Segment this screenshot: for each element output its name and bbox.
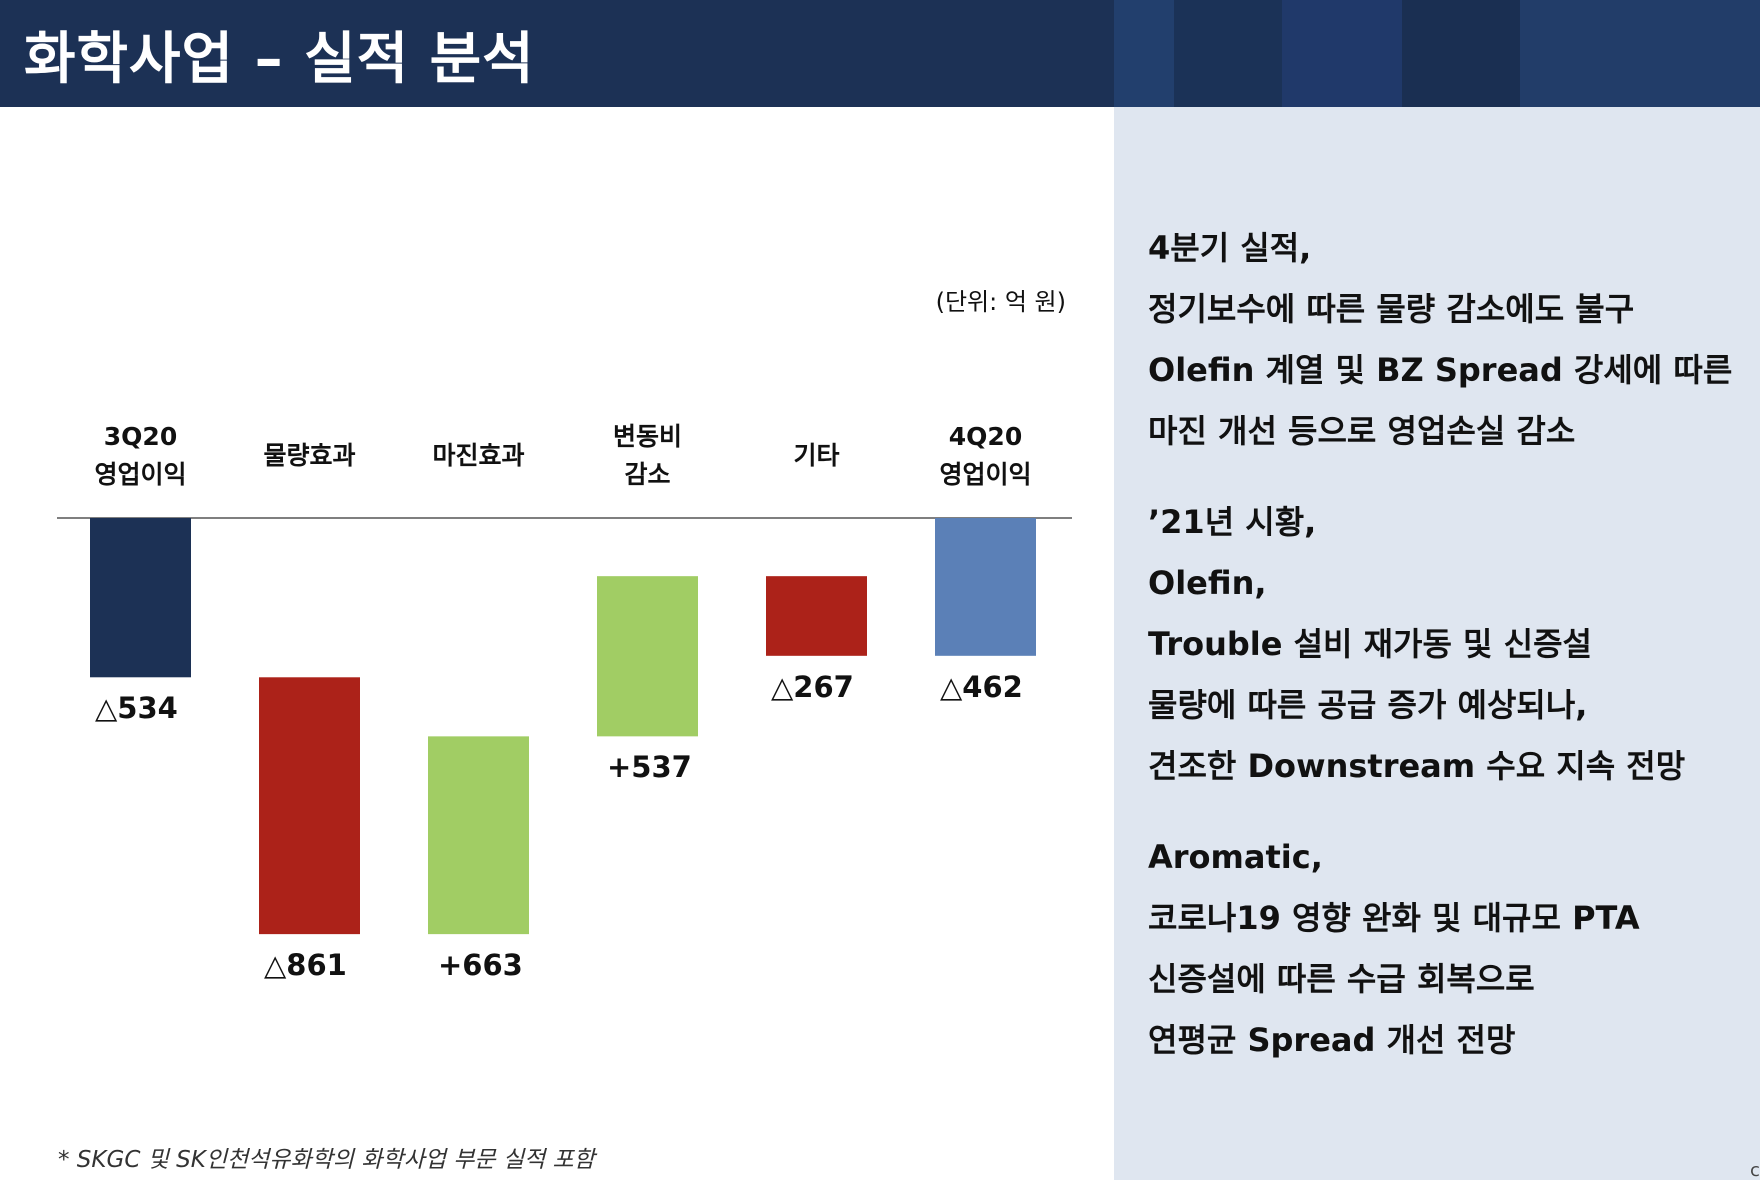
commentary-line: Olefin 계열 및 BZ Spread 강세에 따른	[1148, 351, 1733, 389]
value-label: △534	[95, 691, 178, 726]
commentary-line: Trouble 설비 재가동 및 신증설	[1148, 625, 1592, 663]
header-tile	[1520, 0, 1760, 107]
bar	[766, 576, 867, 656]
value-label: +663	[438, 948, 523, 983]
commentary-line: 신증설에 따른 수급 회복으로	[1148, 960, 1535, 998]
commentary-line: 견조한 Downstream 수요 지속 전망	[1148, 747, 1686, 785]
commentary-line: 마진 개선 등으로 영업손실 감소	[1148, 412, 1576, 450]
bar	[90, 518, 191, 678]
category-label: 변동비 감소	[612, 422, 682, 489]
value-label: +537	[607, 750, 692, 785]
bar	[259, 677, 360, 935]
header-tile	[1402, 0, 1520, 107]
paragraph-gap	[1148, 462, 1748, 492]
category-label: 4Q20 영업이익	[939, 422, 1032, 489]
footnote: * SKGC 및 SK인천석유화학의 화학사업 부문 실적 포함	[58, 1147, 595, 1173]
corner-mark: c	[1750, 1160, 1760, 1181]
page-title: 화학사업 – 실적 분석	[24, 27, 535, 92]
unit-label: (단위: 억 원)	[935, 288, 1066, 316]
header-decoration	[1114, 0, 1760, 107]
bar	[597, 576, 698, 737]
commentary-line: 정기보수에 따른 물량 감소에도 불구	[1148, 290, 1635, 328]
value-label: △462	[940, 669, 1023, 704]
category-label: 물량효과	[263, 441, 356, 470]
commentary-line: 코로나19 영향 완화 및 대규모 PTA	[1148, 899, 1640, 937]
bar	[935, 518, 1036, 656]
commentary-line: ’21년 시황,	[1148, 503, 1317, 541]
commentary-line: Olefin,	[1148, 564, 1267, 602]
value-label: △861	[264, 948, 347, 983]
waterfall-chart	[57, 517, 1072, 935]
commentary-line: Aromatic,	[1148, 838, 1323, 876]
commentary-line: 물량에 따른 공급 증가 예상되나,	[1148, 686, 1588, 724]
commentary-line: 4분기 실적,	[1148, 229, 1312, 267]
category-label: 마진효과	[432, 441, 525, 470]
commentary-text: 4분기 실적, 정기보수에 따른 물량 감소에도 불구 Olefin 계열 및 BZ…	[1148, 218, 1748, 1071]
category-label: 3Q20 영업이익	[94, 422, 187, 489]
commentary-panel	[1114, 107, 1760, 1180]
header-tile	[1282, 0, 1402, 107]
header-tile	[1114, 0, 1174, 107]
paragraph-gap	[1148, 797, 1748, 827]
category-label: 기타	[793, 441, 840, 470]
value-label: △267	[771, 669, 854, 704]
header-bar: 화학사업 – 실적 분석	[0, 0, 1760, 107]
bar	[428, 736, 529, 935]
commentary-line: 연평균 Spread 개선 전망	[1148, 1021, 1516, 1059]
header-tile	[1174, 0, 1282, 107]
